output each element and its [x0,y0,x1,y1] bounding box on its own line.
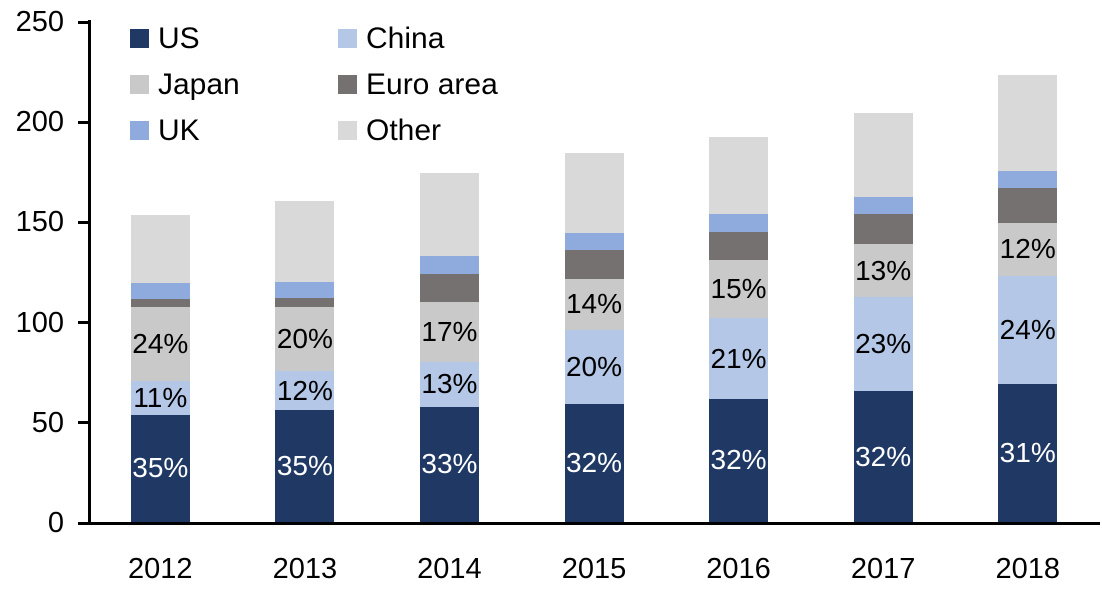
segment-percent-label: 24% [999,313,1056,345]
y-axis-tick-mark [78,220,88,224]
y-axis-tick-mark [78,120,88,124]
legend-label: Other [366,114,442,147]
bar-segment-uk [419,255,479,274]
segment-percent-label: 13% [855,254,912,286]
bar-segment-euro-area [709,232,769,261]
legend-label: Euro area [366,68,498,101]
bar-segment-uk [998,170,1058,189]
bar-segment-euro-area [998,188,1058,223]
bar-segment-japan [998,222,1058,277]
x-axis-category-label: 2012 [128,553,193,585]
segment-percent-label: 35% [276,449,333,481]
bar-segment-euro-area [130,299,190,308]
segment-percent-label: 33% [421,448,478,480]
segment-percent-label: 12% [999,233,1056,265]
bar-segment-us [998,383,1058,522]
bar-segment-china [275,371,335,410]
y-axis-tick-label: 250 [15,6,64,38]
legend-label: UK [158,114,200,147]
y-axis-tick-label: 50 [31,406,64,439]
bar-segment-other [998,75,1058,171]
segment-percent-label: 12% [276,374,333,406]
bar-segment-china [130,380,190,415]
bar-segment-other [853,113,913,197]
bar-segment-japan [564,278,624,331]
legend-swatch-icon [130,29,149,48]
segment-percent-label: 20% [276,323,333,355]
bar-segment-japan [419,302,479,362]
segment-percent-label: 32% [855,440,912,472]
bar-segment-other [275,201,335,282]
bar-segment-uk [130,283,190,300]
legend-swatch-icon [130,121,149,140]
bar-segment-uk [709,213,769,233]
bar-segment-us [709,398,769,522]
bar-segment-us [275,409,335,522]
segment-percent-label: 32% [710,444,767,476]
segment-percent-label: 32% [565,446,623,478]
bar-segment-us [419,406,479,522]
bar-segment-uk [275,281,335,298]
legend-swatch-icon [338,29,357,48]
segment-percent-label: 13% [421,368,478,400]
bar-segment-japan [130,307,190,381]
bar-segment-euro-area [275,297,335,308]
bar-segment-uk [853,196,913,215]
y-axis-tick-label: 100 [15,306,64,339]
bar-segment-other [419,173,479,256]
legend-swatch-icon [338,75,357,94]
segment-percent-label: 11% [133,381,188,413]
x-axis-category-label: 2016 [706,553,771,585]
segment-percent-label: 17% [421,316,478,348]
segment-percent-label: 23% [855,328,912,360]
y-axis-tick-label: 200 [15,106,64,139]
bar-segment-us [564,403,624,522]
segment-percent-label: 20% [565,351,623,383]
y-axis-tick-mark [78,321,88,325]
bar-segment-china [709,318,769,399]
y-axis-tick-mark [78,421,88,425]
bar-segment-euro-area [853,214,913,245]
legend-swatch-icon [130,75,149,94]
y-axis-line [88,20,91,523]
y-axis-tick-mark [78,521,88,525]
segment-percent-label: 31% [999,436,1056,468]
bar-segment-uk [564,232,624,250]
bar-segment-other [564,153,624,233]
bar-segment-china [419,361,479,407]
y-axis-tick-mark [78,20,88,24]
segment-percent-label: 35% [132,452,189,484]
legend-label: Japan [158,68,240,101]
bar-segment-other [709,137,769,214]
bar-segment-us [853,391,913,522]
bar-segment-china [998,276,1058,384]
bar-segment-china [564,330,624,404]
y-axis-tick-label: 0 [47,507,64,539]
bar-segment-japan [709,260,769,319]
bar-segment-euro-area [419,273,479,303]
x-axis-category-label: 2014 [417,553,482,585]
legend-label: US [158,22,200,55]
x-axis-line [88,521,1100,525]
x-axis-category-label: 2018 [995,553,1060,585]
y-axis-tick-label: 150 [15,206,64,239]
segment-percent-label: 14% [565,288,623,320]
bar-segment-us [130,414,190,522]
bar-segment-japan [275,307,335,372]
legend-swatch-icon [338,121,357,140]
x-axis-category-label: 2017 [850,553,916,585]
segment-percent-label: 21% [710,342,767,374]
bar-segment-euro-area [564,249,624,279]
bar-segment-japan [853,244,913,298]
bar-segment-china [853,297,913,392]
segment-percent-label: 24% [132,328,189,360]
x-axis-category-label: 2013 [272,553,338,585]
legend-label: China [366,22,445,55]
x-axis-category-label: 2015 [561,553,627,585]
bar-segment-other [130,215,190,284]
segment-percent-label: 15% [710,273,767,305]
